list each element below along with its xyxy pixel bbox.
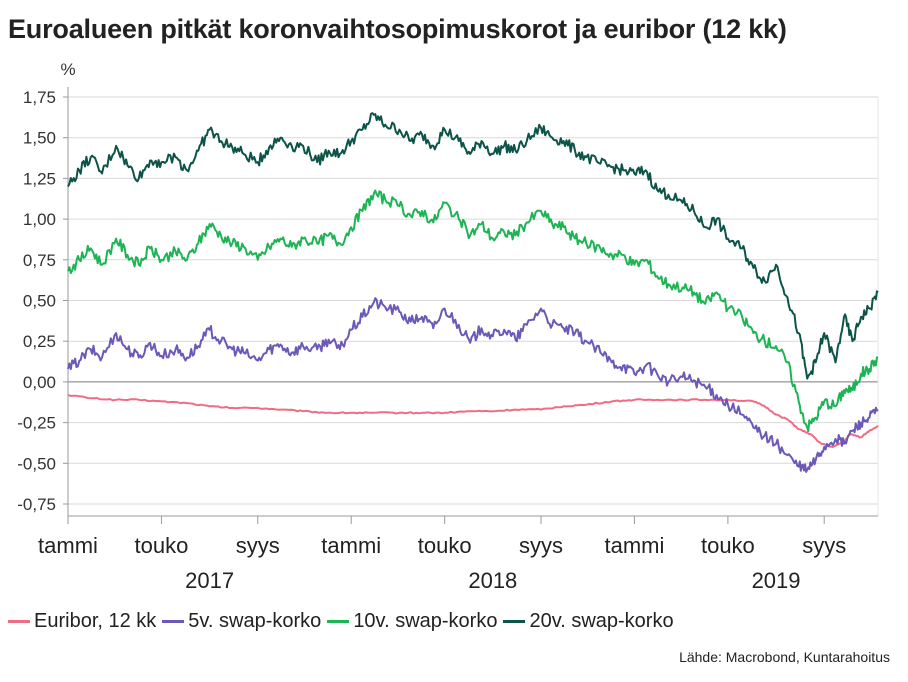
source-note: Lähde: Macrobond, Kuntarahoitus	[679, 649, 890, 665]
legend-swatch-euribor	[8, 620, 30, 623]
year-label: 2019	[752, 568, 801, 593]
axis-labels: 1,75 1,50 1,25 1,00 0,75 0,50 0,25 0,00 -0,25 -0,…	[17, 88, 846, 593]
x-tick-label: tammi	[321, 533, 381, 558]
legend-item-10v-swap: 10v. swap-korko	[327, 610, 497, 633]
legend-label-10v-swap: 10v. swap-korko	[353, 610, 498, 632]
x-tick-label: touko	[135, 533, 189, 558]
swap-10v-line	[67, 189, 879, 433]
x-tick-label: touko	[701, 533, 755, 558]
legend-item-20v-swap: 20v. swap-korko	[503, 610, 674, 633]
y-tick-label: 1,50	[23, 129, 56, 148]
swap-5v-line	[67, 297, 879, 473]
y-tick-label: 1,75	[23, 88, 56, 107]
legend-label-20v-swap: 20v. swap-korko	[529, 610, 674, 632]
axes	[63, 87, 878, 524]
y-tick-label: 0,75	[23, 251, 56, 270]
legend-label-5v-swap: 5v. swap-korko	[188, 610, 322, 632]
y-tick-label: 0,50	[23, 292, 56, 311]
y-tick-label: 0,25	[23, 332, 56, 351]
gridlines	[68, 96, 879, 516]
y-tick-label: 1,00	[23, 210, 56, 229]
legend-swatch-5v-swap	[162, 620, 185, 623]
legend-swatch-10v-swap	[327, 620, 350, 623]
legend-swatch-20v-swap	[503, 620, 526, 623]
y-tick-label: -0,25	[17, 414, 56, 433]
y-axis-unit-label: %	[60, 60, 75, 79]
x-tick-label: syys	[519, 533, 563, 558]
euribor-line	[67, 393, 879, 448]
year-label: 2018	[468, 568, 517, 593]
legend: Euribor, 12 kk 5v. swap-korko 10v. swap-…	[8, 610, 680, 633]
legend-item-5v-swap: 5v. swap-korko	[162, 610, 321, 633]
series-lines	[67, 112, 879, 473]
x-tick-label: syys	[236, 533, 280, 558]
year-label: 2017	[185, 568, 234, 593]
chart-title: Euroalueen pitkät koronvaihtosopimuskoro…	[8, 14, 787, 44]
x-tick-label: syys	[802, 533, 846, 558]
x-tick-label: touko	[418, 533, 472, 558]
swap-20v-line	[67, 112, 879, 380]
y-tick-label: 0,00	[23, 373, 56, 392]
y-tick-label: 1,25	[23, 169, 56, 188]
y-tick-label: -0,50	[17, 454, 56, 473]
y-tick-label: -0,75	[17, 495, 56, 514]
legend-item-euribor: Euribor, 12 kk	[8, 610, 156, 633]
x-tick-label: tammi	[38, 533, 98, 558]
legend-label-euribor: Euribor, 12 kk	[34, 610, 157, 632]
x-tick-label: tammi	[604, 533, 664, 558]
